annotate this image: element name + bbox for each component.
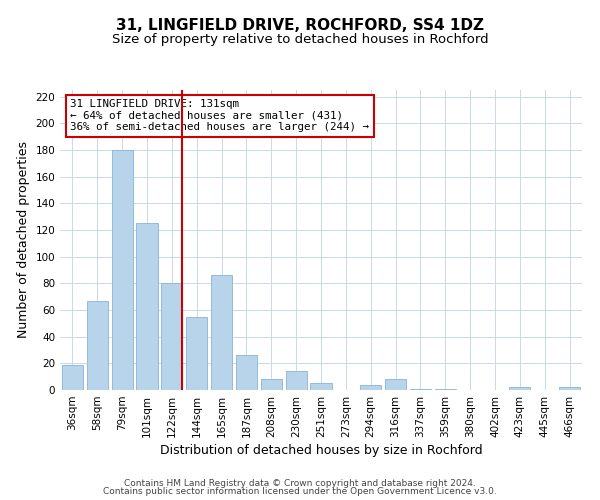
Bar	[410, 388, 431, 390]
Bar	[186, 316, 207, 390]
Bar	[310, 384, 332, 390]
Bar	[161, 284, 182, 390]
Text: 31, LINGFIELD DRIVE, ROCHFORD, SS4 1DZ: 31, LINGFIELD DRIVE, ROCHFORD, SS4 1DZ	[116, 18, 484, 32]
Bar	[112, 150, 133, 390]
Bar	[236, 356, 257, 390]
Bar	[62, 364, 83, 390]
Text: Contains HM Land Registry data © Crown copyright and database right 2024.: Contains HM Land Registry data © Crown c…	[124, 478, 476, 488]
Text: Contains public sector information licensed under the Open Government Licence v3: Contains public sector information licen…	[103, 487, 497, 496]
Bar	[509, 388, 530, 390]
Text: Size of property relative to detached houses in Rochford: Size of property relative to detached ho…	[112, 32, 488, 46]
Y-axis label: Number of detached properties: Number of detached properties	[17, 142, 30, 338]
Bar	[360, 384, 381, 390]
Bar	[385, 380, 406, 390]
Bar	[136, 224, 158, 390]
Bar	[211, 276, 232, 390]
Text: 31 LINGFIELD DRIVE: 131sqm
← 64% of detached houses are smaller (431)
36% of sem: 31 LINGFIELD DRIVE: 131sqm ← 64% of deta…	[70, 99, 370, 132]
Bar	[261, 380, 282, 390]
Bar	[87, 300, 108, 390]
X-axis label: Distribution of detached houses by size in Rochford: Distribution of detached houses by size …	[160, 444, 482, 457]
Bar	[435, 388, 456, 390]
Bar	[559, 388, 580, 390]
Bar	[286, 372, 307, 390]
